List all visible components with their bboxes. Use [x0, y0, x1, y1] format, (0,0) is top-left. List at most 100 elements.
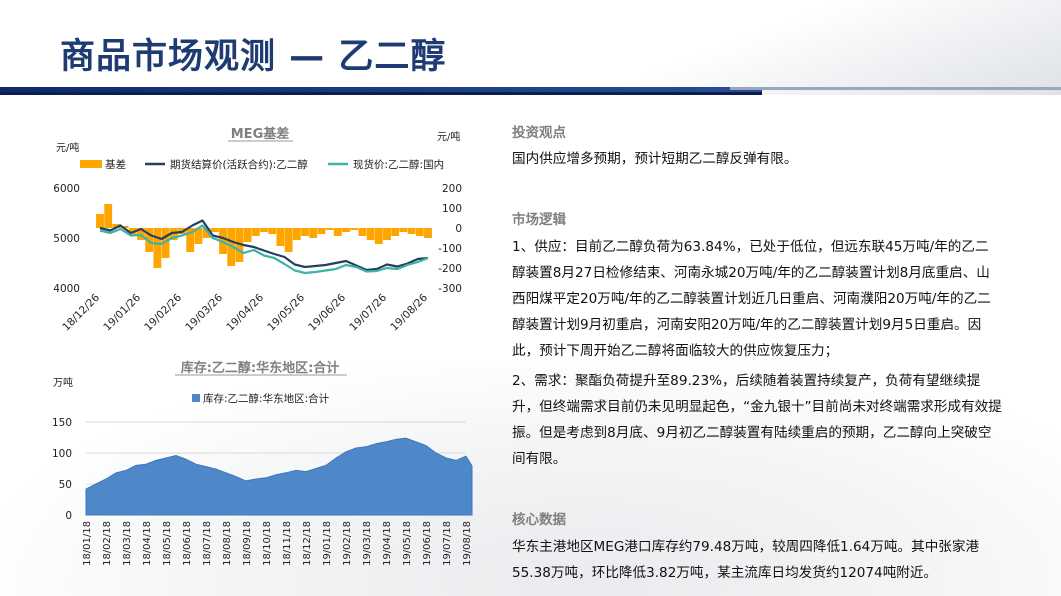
chart2-area [85, 437, 473, 516]
y2-tick-label: 200 [442, 183, 462, 195]
x-tick-label: 19/03/18 [362, 521, 373, 566]
x-tick-label: 19/01/26 [101, 291, 143, 333]
basis-bar [210, 228, 219, 232]
meg-inventory-chart: 库存:乙二醇:华东地区:合计 万吨 库存:乙二醇:华东地区:合计 150 100 5… [52, 360, 473, 566]
x-tick-label: 18/02/18 [102, 521, 113, 566]
logic-section-title: 市场逻辑 [512, 212, 566, 228]
legend-label-1: 期货结算价(活跃合约):乙二醇 [170, 158, 308, 171]
y-tick-label: 4000 [53, 283, 80, 295]
chart1-price-lines [99, 219, 429, 275]
x-tick-label: 19/01/18 [322, 521, 333, 566]
basis-bar [424, 228, 432, 238]
invest-section-title: 投资观点 [512, 125, 566, 141]
basis-bar [350, 228, 359, 230]
legend-label-inventory: 库存:乙二醇:华东地区:合计 [203, 392, 330, 405]
y-tick-label: 50 [59, 479, 72, 491]
basis-bar [374, 228, 383, 244]
y2-tick-label: -200 [438, 263, 462, 275]
header-decoration [641, 0, 1061, 95]
chart2-legend: 库存:乙二醇:华东地区:合计 [192, 392, 330, 405]
chart1-basis-bars [96, 204, 432, 268]
basis-bar [391, 228, 400, 236]
chart1-x-ticks: 18/12/26 19/01/26 19/02/26 19/03/26 19/04/26… [60, 291, 430, 333]
x-tick-label: 18/03/18 [122, 521, 133, 566]
y2-tick-label: -300 [438, 283, 462, 295]
title-underline [0, 87, 762, 95]
basis-bar [342, 228, 350, 232]
basis-bar [260, 228, 268, 232]
x-tick-label: 19/04/26 [224, 291, 266, 333]
futures-price-line [99, 219, 429, 272]
y-tick-label: 0 [65, 510, 72, 522]
y2-tick-label: 0 [455, 223, 462, 235]
x-tick-label: 18/04/18 [142, 521, 153, 566]
x-tick-label: 19/04/18 [382, 521, 393, 566]
chart2-title: 库存:乙二醇:华东地区:合计 [181, 360, 340, 376]
core-section-title: 核心数据 [512, 512, 566, 528]
basis-bar [186, 228, 195, 252]
x-tick-label: 19/03/26 [183, 291, 225, 333]
x-tick-label: 19/05/18 [402, 521, 413, 566]
basis-bar [202, 228, 211, 238]
x-tick-label: 18/07/18 [202, 521, 213, 566]
basis-bar [194, 228, 203, 244]
x-tick-label: 18/08/18 [222, 521, 233, 566]
basis-bar [358, 228, 367, 236]
inventory-area [85, 437, 473, 516]
chart1-y2label: 元/吨 [437, 130, 460, 143]
chart1-legend: 基差 期货结算价(活跃合约):乙二醇 现货价:乙二醇:国内 [80, 158, 444, 171]
basis-bar [325, 228, 334, 230]
legend-label-2: 现货价:乙二醇:国内 [353, 158, 444, 171]
basis-bar [292, 228, 301, 240]
basis-bar [161, 228, 170, 258]
basis-bar [383, 228, 391, 240]
title-underline-dark [0, 92, 762, 95]
y-tick-label: 100 [52, 448, 72, 460]
basis-bar [415, 228, 424, 236]
basis-bar [96, 214, 104, 228]
basis-bar [407, 228, 416, 234]
x-tick-label: 19/08/18 [462, 521, 473, 566]
logic-supply-text: 1、供应：目前乙二醇负荷为63.84%，已处于低位，但远东联45万吨/年的乙二醇… [512, 239, 991, 359]
basis-bar [333, 228, 342, 236]
meg-basis-chart: MEG基差 元/吨 元/吨 基差 期货结算价(活跃合约):乙二醇 现货价:乙二醇:国… [53, 126, 462, 333]
x-tick-label: 19/06/26 [306, 291, 348, 333]
basis-bar [309, 228, 318, 238]
chart2-y-ticks: 150 100 50 0 [52, 417, 72, 522]
basis-bar [317, 228, 326, 234]
chart1-y2-ticks: 200 100 0 -100 -200 -300 [438, 183, 462, 295]
x-tick-label: 18/06/18 [182, 521, 193, 566]
x-tick-label: 18/12/26 [60, 291, 102, 333]
basis-bar [399, 228, 408, 232]
y-tick-label: 6000 [53, 183, 80, 195]
chart1-title: MEG基差 [231, 126, 290, 142]
x-tick-label: 18/01/18 [82, 521, 93, 566]
basis-bar [243, 228, 252, 242]
chart2-ylabel: 万吨 [53, 376, 73, 389]
logic-demand-text: 2、需求：聚酯负荷提升至89.23%，后续随着装置持续复产，负荷有望继续提升，但… [512, 373, 1002, 467]
basis-bar [112, 224, 121, 228]
basis-bar [268, 228, 277, 234]
x-tick-label: 18/12/18 [302, 521, 313, 566]
x-tick-label: 19/07/18 [442, 521, 453, 566]
y2-tick-label: 100 [442, 203, 462, 215]
basis-bar [104, 204, 113, 228]
basis-bar [276, 228, 285, 246]
legend-label-0: 基差 [105, 158, 126, 171]
basis-bar [169, 228, 178, 240]
basis-bar [153, 228, 162, 268]
x-tick-label: 18/11/18 [282, 521, 293, 566]
x-tick-label: 18/10/18 [262, 521, 273, 566]
x-tick-label: 18/09/18 [242, 521, 253, 566]
legend-swatch-inventory [192, 394, 200, 402]
spot-price-line [99, 224, 429, 275]
x-tick-label: 19/08/26 [388, 291, 430, 333]
basis-bar [251, 228, 260, 236]
page-title: 商品市场观测 — 乙二醇 [60, 37, 447, 77]
invest-text: 国内供应增多预期，预计短期乙二醇反弹有限。 [512, 151, 798, 167]
x-tick-label: 19/05/26 [265, 291, 307, 333]
basis-bar [120, 226, 129, 228]
core-data-text: 华东主港地区MEG港口库存约79.48万吨，较周四降低1.64万吨。其中张家港5… [512, 539, 980, 581]
chart2-x-ticks: 18/01/18 18/02/18 18/03/18 18/04/18 18/05/18… [82, 521, 473, 566]
chart1-ylabel: 元/吨 [56, 141, 79, 154]
